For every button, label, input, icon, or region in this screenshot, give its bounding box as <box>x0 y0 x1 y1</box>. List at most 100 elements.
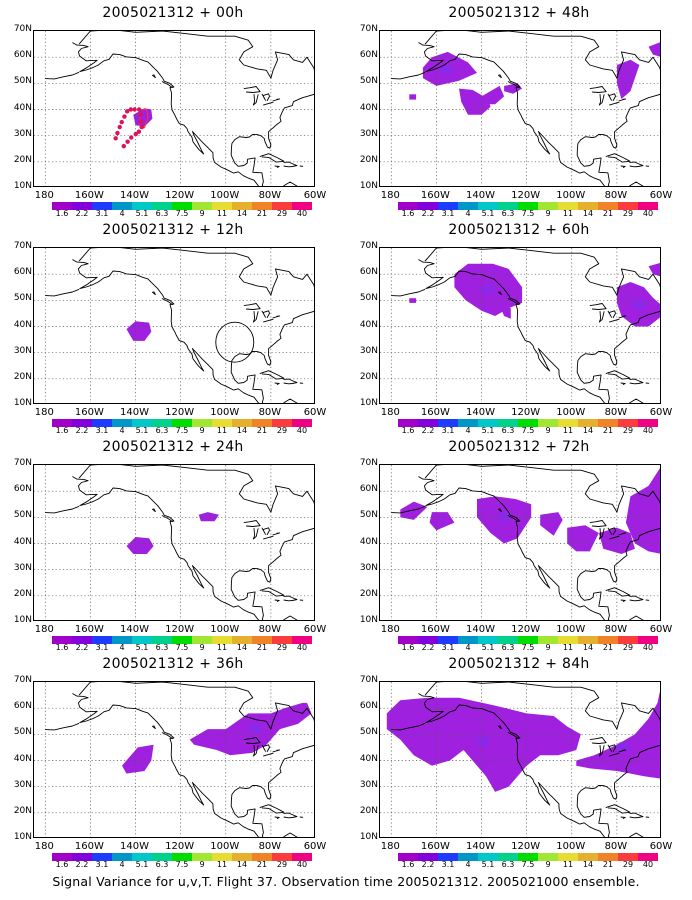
coastline <box>261 93 270 102</box>
lat-tick-label: 50N <box>359 510 378 521</box>
flight-track-marker <box>133 131 138 137</box>
colorbar-label: 40 <box>642 209 654 218</box>
colorbar-swatch <box>478 636 498 644</box>
coastline <box>609 752 620 757</box>
flight-track-marker <box>124 109 130 114</box>
lat-tick-label: 30N <box>13 128 32 139</box>
colorbar-swatch <box>618 636 638 644</box>
signal-region <box>499 305 511 319</box>
signal-core <box>476 736 491 747</box>
colorbar-label: 4 <box>119 860 125 869</box>
colorbar-swatch <box>112 636 132 644</box>
colorbar-swatch <box>292 202 312 210</box>
colorbar-swatch <box>212 636 232 644</box>
lon-tick-label: 140W <box>120 624 150 635</box>
lat-tick-label: 20N <box>13 154 32 165</box>
colorbar-label: 40 <box>296 426 308 435</box>
colorbar-label: 3.1 <box>441 860 455 869</box>
colorbar-swatch <box>132 853 152 861</box>
coastline <box>261 310 270 319</box>
coastline <box>424 31 660 79</box>
circle-outline <box>215 321 255 363</box>
lat-tick-label: 40N <box>13 319 32 330</box>
colorbar-swatch <box>192 202 212 210</box>
signal-region <box>616 59 640 99</box>
colorbar-label: 9 <box>199 860 205 869</box>
coastline <box>263 101 274 106</box>
colorbar-label: 3.1 <box>95 860 109 869</box>
lat-tick-label: 40N <box>13 102 32 113</box>
lon-tick-label: 120W <box>511 190 541 201</box>
colorbar-label: 21 <box>602 860 614 869</box>
lat-tick-label: 30N <box>359 128 378 139</box>
colorbar-label: 21 <box>256 426 268 435</box>
colorbar-label: 9 <box>199 643 205 652</box>
lon-tick-label: 120W <box>165 841 195 852</box>
lat-tick-label: 30N <box>13 562 32 573</box>
colorbar-label: 7.5 <box>175 209 189 218</box>
lon-tick-label: 140W <box>120 841 150 852</box>
lat-tick-label: 20N <box>359 805 378 816</box>
lat-tick-label: 60N <box>13 701 32 712</box>
signal-region <box>198 512 219 522</box>
coastline <box>274 816 280 820</box>
map-svg <box>34 248 314 403</box>
coastline <box>274 382 280 386</box>
colorbar-swatch <box>192 636 212 644</box>
lat-tick-label: 20N <box>359 154 378 165</box>
map-area <box>33 30 315 187</box>
colorbar <box>52 853 312 861</box>
coastline <box>261 527 270 536</box>
flight-track-marker <box>136 129 142 134</box>
flight-track-marker <box>113 136 118 141</box>
coastline <box>609 318 620 323</box>
coastline <box>418 42 606 186</box>
lon-tick-label: 120W <box>165 624 195 635</box>
lon-tick-label: 140W <box>466 190 496 201</box>
colorbar-label: 9 <box>545 426 551 435</box>
lon-tick-label: 60W <box>649 190 673 201</box>
colorbar-swatch <box>498 636 518 644</box>
colorbar <box>52 202 312 210</box>
lat-tick-label: 30N <box>359 562 378 573</box>
colorbar-label: 14 <box>582 643 594 652</box>
lon-tick-label: 140W <box>466 624 496 635</box>
colorbar-label: 40 <box>296 860 308 869</box>
colorbar-swatch <box>72 853 92 861</box>
coastline <box>507 732 519 740</box>
coastline <box>243 737 261 744</box>
colorbar-swatch <box>558 636 578 644</box>
coastline <box>629 595 644 602</box>
map-area <box>379 247 661 404</box>
colorbar-swatch <box>212 853 232 861</box>
colorbar-swatch <box>418 636 438 644</box>
colorbar-swatch <box>112 419 132 427</box>
colorbar-label: 2.2 <box>75 426 89 435</box>
map-panel: 2005021312 + 36h 70N 60N 50N 40N 30N 20N 10N 180… <box>0 651 346 869</box>
colorbar-swatch <box>398 636 418 644</box>
coastline <box>391 288 426 297</box>
colorbar-swatch <box>252 202 272 210</box>
colorbar-swatch <box>152 853 172 861</box>
colorbar-swatch <box>92 419 112 427</box>
coastline <box>629 812 644 819</box>
lat-tick-label: 70N <box>13 458 32 468</box>
colorbar-label: 7.5 <box>175 860 189 869</box>
colorbar-swatch <box>72 202 92 210</box>
colorbar-label: 14 <box>236 426 248 435</box>
colorbar-swatch <box>558 202 578 210</box>
coastline <box>424 682 660 730</box>
colorbar-label: 3.1 <box>441 209 455 218</box>
coastline <box>274 165 280 169</box>
lat-tick-label: 40N <box>359 536 378 547</box>
colorbar-label: 40 <box>642 426 654 435</box>
lon-tick-label: 180 <box>380 190 400 201</box>
lat-tick-label: 70N <box>13 241 32 251</box>
map-svg <box>34 682 314 837</box>
coastline <box>263 318 274 323</box>
colorbar-swatch <box>478 202 498 210</box>
colorbar-swatch <box>192 853 212 861</box>
colorbar-swatch <box>498 853 518 861</box>
coastline <box>618 749 627 753</box>
coastline <box>589 737 607 744</box>
